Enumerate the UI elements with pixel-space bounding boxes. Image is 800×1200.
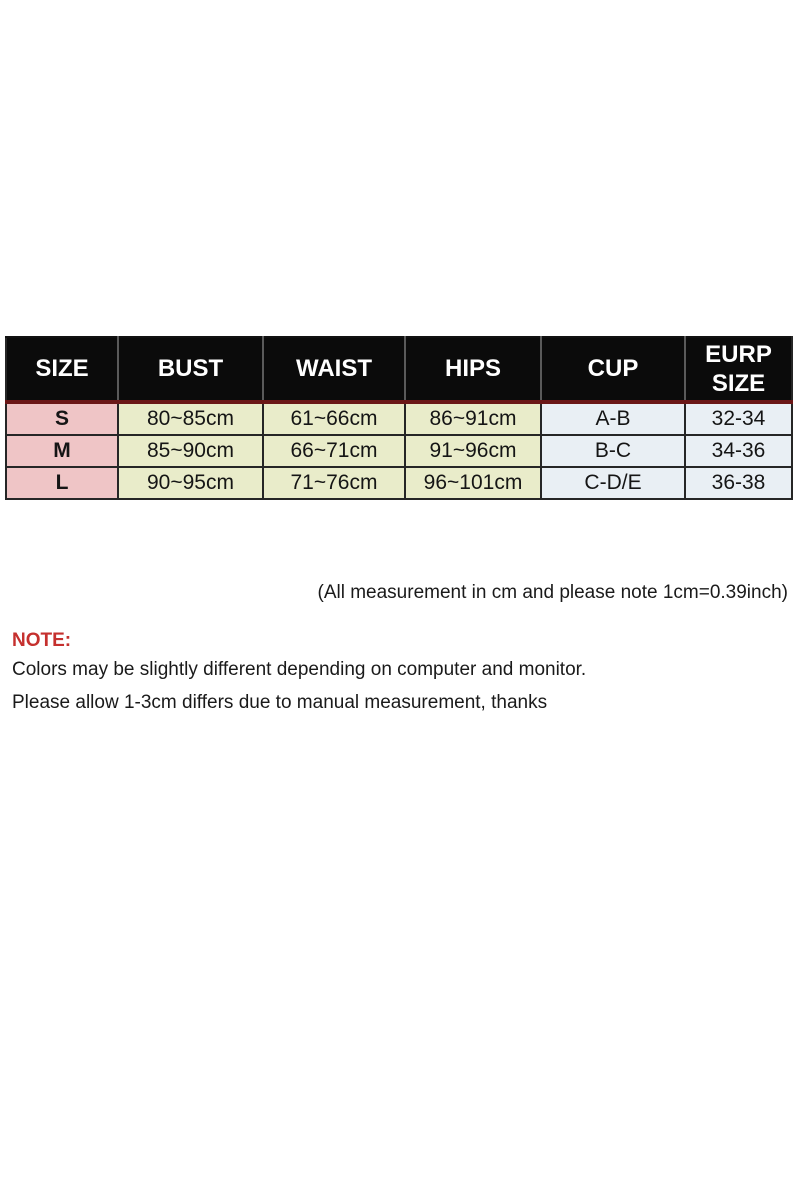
header-cup: CUP [540, 336, 686, 404]
size-chart-table: SIZE BUST WAIST HIPS CUP EURP SIZE S 80~… [5, 336, 793, 500]
cell-m-size: M [5, 434, 119, 468]
cell-l-eurp: 36-38 [684, 466, 793, 500]
note-label: NOTE: [12, 630, 72, 651]
note-line-measurement: Please allow 1-3cm differs due to manual… [12, 692, 548, 713]
cell-l-size: L [5, 466, 119, 500]
header-bust: BUST [117, 336, 264, 404]
cell-s-size: S [5, 401, 119, 436]
header-eurp-size: EURP SIZE [684, 336, 793, 404]
header-hips: HIPS [404, 336, 542, 404]
cell-s-bust: 80~85cm [117, 401, 264, 436]
table-row-m: M 85~90cm 66~71cm 91~96cm B-C 34-36 [5, 434, 793, 468]
cell-m-cup: B-C [540, 434, 686, 468]
cell-s-waist: 61~66cm [262, 401, 406, 436]
cell-l-cup: C-D/E [540, 466, 686, 500]
cell-s-hips: 86~91cm [404, 401, 542, 436]
cell-m-bust: 85~90cm [117, 434, 264, 468]
note-block: NOTE: Colors may be slightly different d… [12, 630, 586, 725]
cell-m-eurp: 34-36 [684, 434, 793, 468]
header-waist: WAIST [262, 336, 406, 404]
note-line-colors: Colors may be slightly different dependi… [12, 659, 587, 680]
measurement-unit-note: (All measurement in cm and please note 1… [317, 582, 789, 603]
cell-s-eurp: 32-34 [684, 401, 793, 436]
cell-l-hips: 96~101cm [404, 466, 542, 500]
table-row-s: S 80~85cm 61~66cm 86~91cm A-B 32-34 [5, 401, 793, 436]
cell-s-cup: A-B [540, 401, 686, 436]
table-row-l: L 90~95cm 71~76cm 96~101cm C-D/E 36-38 [5, 466, 793, 500]
header-size: SIZE [5, 336, 119, 404]
cell-m-hips: 91~96cm [404, 434, 542, 468]
header-row: SIZE BUST WAIST HIPS CUP EURP SIZE [5, 336, 793, 404]
cell-m-waist: 66~71cm [262, 434, 406, 468]
cell-l-waist: 71~76cm [262, 466, 406, 500]
cell-l-bust: 90~95cm [117, 466, 264, 500]
